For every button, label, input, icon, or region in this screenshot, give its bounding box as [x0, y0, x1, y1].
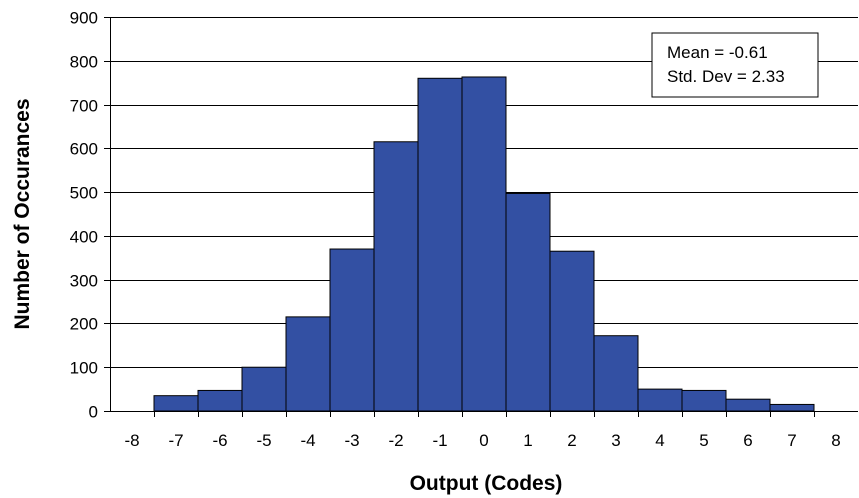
std-dev-label: Std. Dev = 2.33: [667, 67, 785, 86]
x-tick-label--6: -6: [212, 431, 227, 450]
axes: [110, 17, 858, 412]
bar-6: [725, 398, 771, 412]
x-tick-labels: -8 -7 -6 -5 -4 -3 -2 -1 0 1 2 3 4 5 6 7 8: [124, 411, 841, 450]
x-tick-label-5: 5: [699, 431, 708, 450]
bar--4: [285, 316, 331, 412]
x-tick-label--7: -7: [168, 431, 183, 450]
bar-1: [505, 192, 551, 412]
bar--6: [197, 389, 243, 412]
y-tick-label-200: 200: [70, 315, 98, 334]
histogram-bars: [153, 76, 815, 412]
x-tick-label-3: 3: [611, 431, 620, 450]
x-tick-label-4: 4: [655, 431, 664, 450]
bar-7: [769, 403, 815, 412]
x-tick-label-0: 0: [479, 431, 488, 450]
y-tick-label-700: 700: [70, 97, 98, 116]
y-tick-label-600: 600: [70, 140, 98, 159]
y-tick-labels: 0 100 200 300 400 500 600 700 800 900: [70, 9, 110, 422]
bar--2: [373, 141, 419, 412]
y-tick-label-100: 100: [70, 359, 98, 378]
bar-2: [549, 250, 595, 412]
stats-box: Mean = -0.61 Std. Dev = 2.33: [651, 32, 819, 98]
x-tick-label-8: 8: [831, 431, 840, 450]
x-tick-label--2: -2: [388, 431, 403, 450]
bar--5: [241, 366, 287, 412]
bar-0: [461, 76, 507, 412]
y-tick-label-300: 300: [70, 272, 98, 291]
y-tick-label-800: 800: [70, 53, 98, 72]
y-tick-label-0: 0: [89, 403, 98, 422]
x-tick-label--8: -8: [124, 431, 139, 450]
x-tick-label-2: 2: [567, 431, 576, 450]
x-tick-label--4: -4: [300, 431, 315, 450]
bar--1: [417, 77, 463, 412]
y-tick-label-400: 400: [70, 228, 98, 247]
x-tick-label-1: 1: [523, 431, 532, 450]
y-axis-title: Number of Occurances: [11, 98, 34, 329]
bar-5: [681, 389, 727, 412]
x-tick-label--5: -5: [256, 431, 271, 450]
x-tick-label-7: 7: [787, 431, 796, 450]
x-tick-label-6: 6: [743, 431, 752, 450]
y-tick-label-500: 500: [70, 184, 98, 203]
bar-4: [637, 388, 683, 412]
mean-label: Mean = -0.61: [667, 43, 768, 62]
bar--7: [153, 395, 199, 412]
y-tick-label-900: 900: [70, 9, 98, 28]
x-tick-label--1: -1: [432, 431, 447, 450]
bar-3: [593, 335, 639, 412]
x-axis-title: Output (Codes): [410, 472, 563, 495]
x-tick-label--3: -3: [344, 431, 359, 450]
bar--3: [329, 248, 375, 412]
